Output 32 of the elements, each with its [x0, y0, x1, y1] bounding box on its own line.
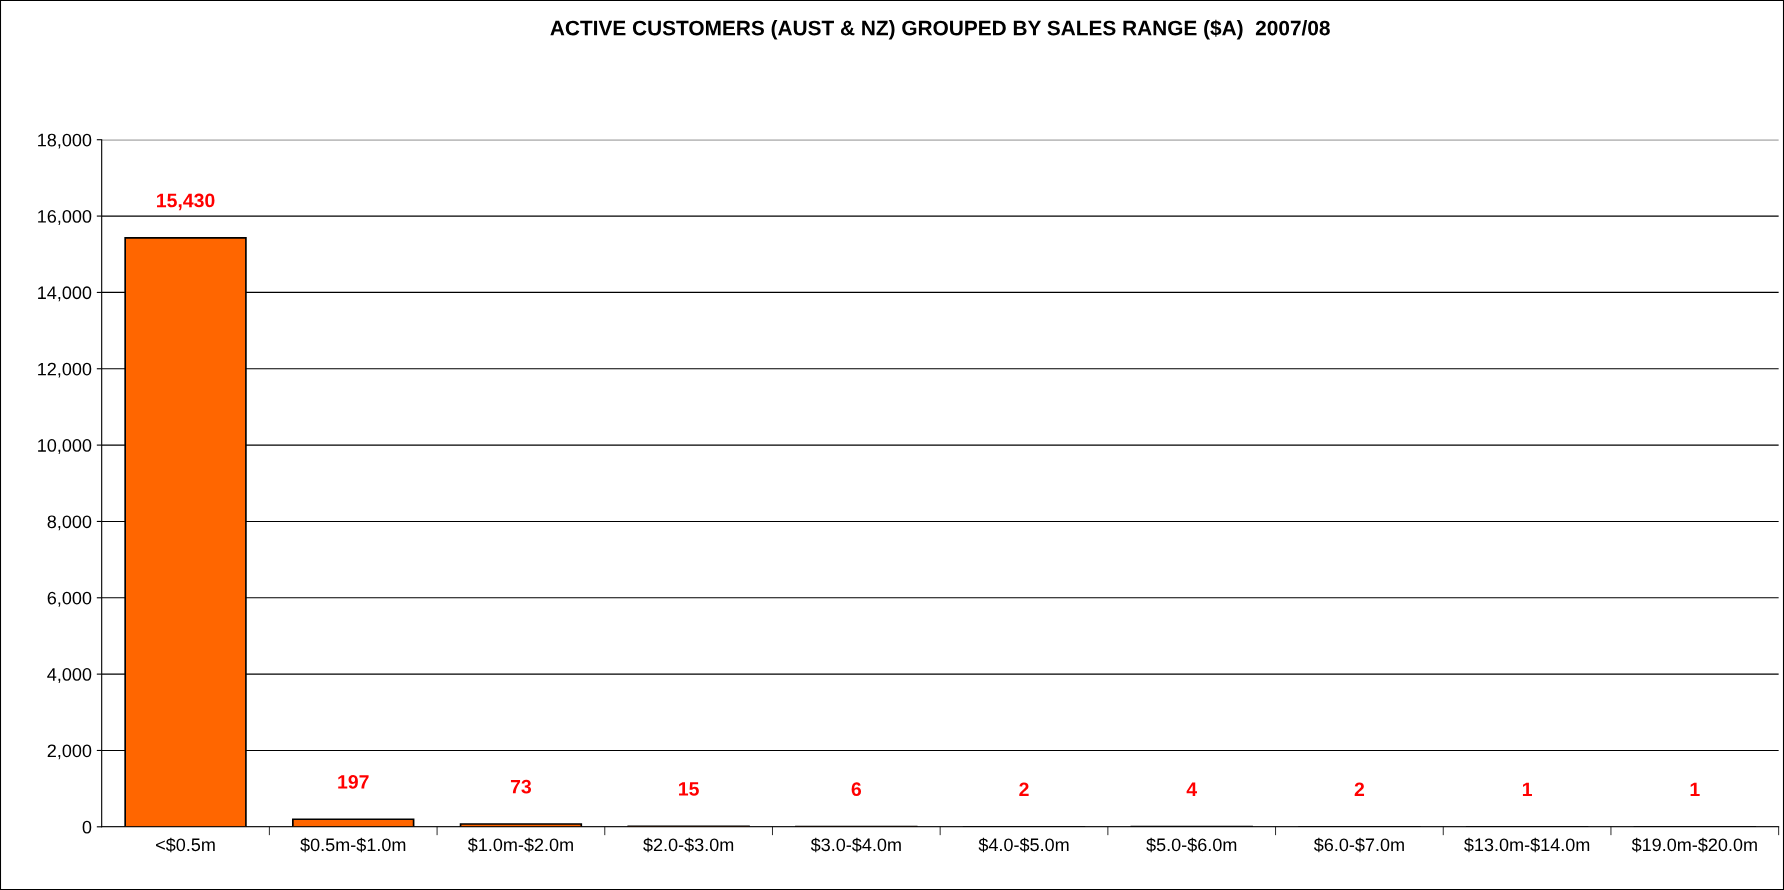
data-label: 15,430 — [157, 193, 215, 211]
x-tick-label: $3.0-$4.0m — [810, 837, 901, 853]
data-label: 1 — [1690, 782, 1700, 797]
x-tick-label: $1.0m-$2.0m — [467, 837, 573, 853]
y-tick-label: 14,000 — [38, 286, 92, 302]
y-tick-label: 8,000 — [47, 515, 92, 531]
x-tick-label: $19.0m-$20.0m — [1631, 837, 1757, 853]
y-tick-label: 2,000 — [47, 744, 92, 760]
y-tick-label: 12,000 — [38, 362, 92, 378]
data-label: 1 — [1522, 782, 1532, 797]
data-label: 15 — [679, 782, 699, 796]
y-tick-label: 16,000 — [38, 210, 92, 225]
y-tick-label: 10,000 — [38, 439, 92, 454]
y-tick-label: 6,000 — [47, 591, 92, 607]
y-tick-label: 4,000 — [47, 668, 92, 683]
x-tick-label: $5.0-$6.0m — [1146, 837, 1237, 853]
y-tick-label: 18,000 — [38, 133, 92, 149]
y-tick-label: 0 — [82, 820, 92, 834]
bar — [292, 818, 415, 827]
x-tick-label: $0.5m-$1.0m — [300, 837, 406, 853]
data-label: 197 — [338, 775, 369, 789]
data-label: 6 — [851, 782, 862, 797]
x-tick-label: $4.0-$5.0m — [978, 837, 1069, 853]
data-label: 73 — [510, 779, 532, 794]
data-label: 4 — [1186, 782, 1198, 796]
data-label: 2 — [1019, 782, 1029, 797]
chart-title: ACTIVE CUSTOMERS (AUST & NZ) GROUPED BY SALES RANGE ($A) 2007/08 — [550, 19, 1330, 40]
x-tick-label: $6.0-$7.0m — [1313, 837, 1404, 853]
x-tick-label: $13.0m-$14.0m — [1464, 837, 1590, 853]
data-label: 2 — [1354, 782, 1365, 797]
x-tick-label: $2.0-$3.0m — [643, 837, 734, 853]
x-tick-label: <$0.5m — [156, 837, 215, 853]
